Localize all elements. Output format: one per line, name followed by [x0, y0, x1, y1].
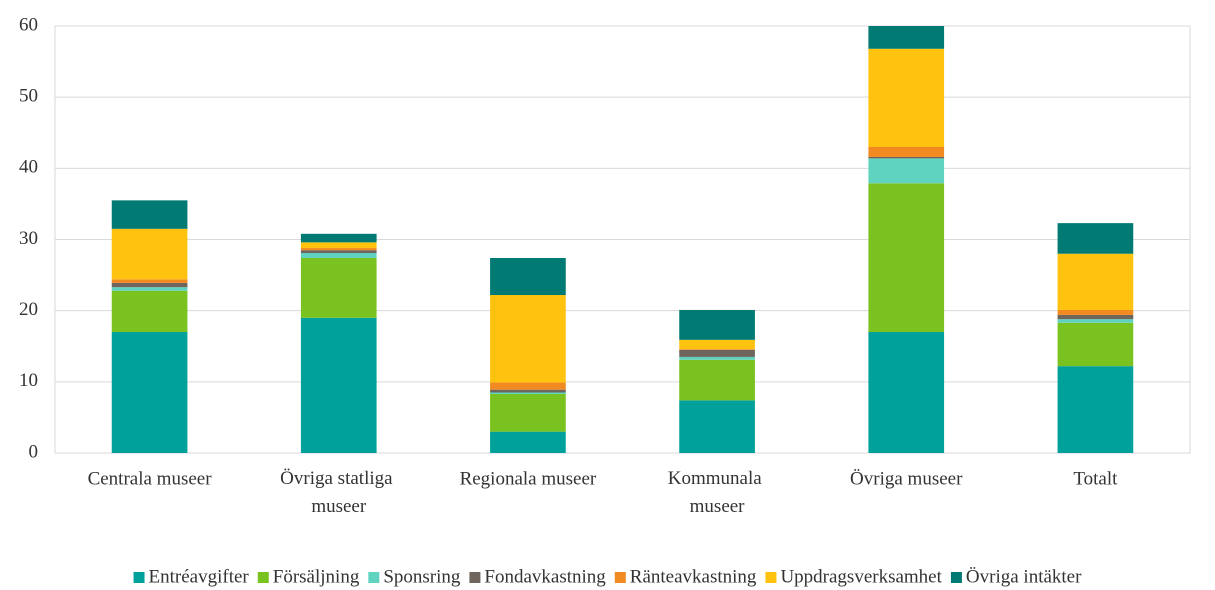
bar-segment [490, 389, 566, 393]
bar-segment [300, 317, 377, 453]
bar-segment [111, 290, 188, 333]
legend-label: Försäljning [273, 566, 360, 587]
bar-segment [111, 228, 188, 280]
bar-segment [300, 242, 377, 249]
bar-segment [1057, 322, 1134, 367]
bar-segment [111, 200, 188, 229]
bar-segment [868, 48, 945, 147]
bar-segment [300, 248, 377, 251]
bar-segment [868, 146, 945, 157]
bar-segment [1057, 366, 1134, 453]
bar-segment [868, 332, 945, 453]
legend-label: Övriga intäkter [966, 566, 1082, 587]
legend-swatch [257, 572, 269, 583]
y-tick-label: 30 [19, 228, 38, 249]
y-tick-label: 10 [19, 370, 38, 391]
x-tick-label: Övriga museer [850, 468, 963, 489]
bar-segment [679, 309, 755, 340]
bar-segment [679, 339, 755, 350]
bar-segment [490, 392, 566, 394]
y-tick-label: 60 [19, 14, 38, 35]
legend-swatch [133, 572, 145, 583]
bar-segment [111, 332, 188, 453]
bar-segment [300, 253, 377, 259]
y-tick-label: 40 [19, 157, 38, 178]
bar-segment [679, 349, 755, 357]
y-tick-label: 50 [19, 86, 38, 107]
bar-segment [679, 356, 755, 360]
legend-swatch [368, 572, 380, 583]
x-tick-label: Centrala museer [88, 468, 213, 489]
bar-segment [300, 233, 377, 243]
bar-segment [490, 258, 566, 296]
bar-segment [300, 250, 377, 254]
bar-segment [490, 393, 566, 432]
x-tick-label: Regionala museer [460, 468, 597, 489]
legend-swatch [614, 572, 626, 583]
bar-segment [868, 183, 945, 333]
x-tick-label: Övriga statliga museer [280, 468, 397, 517]
bar-segment [1057, 253, 1134, 310]
legend-label: Uppdragsverksamhet [780, 566, 942, 587]
bar-segment [679, 400, 755, 453]
x-tick-label: Kommunala museer [668, 468, 767, 517]
legend-label: Entréavgifter [149, 566, 250, 587]
bar-segment [111, 282, 188, 288]
bar-segment [1057, 319, 1134, 323]
bar-segment [1057, 309, 1134, 315]
y-tick-label: 0 [29, 441, 39, 462]
bar-segment [679, 359, 755, 401]
bar-segment [1057, 314, 1134, 320]
bar-segment [111, 279, 188, 283]
plot-frame [54, 25, 1191, 454]
bar-segment [111, 287, 188, 291]
x-tick-label: Totalt [1073, 468, 1118, 489]
bar-segment [868, 26, 945, 49]
bar-segment [679, 349, 755, 350]
legend-swatch [765, 572, 777, 583]
legend-swatch [469, 572, 481, 583]
legend-label: Ränteavkastning [630, 566, 757, 587]
y-tick-label: 20 [19, 299, 38, 320]
bar-segment [490, 295, 566, 383]
bar-segment [1057, 223, 1134, 254]
bar-segment [490, 431, 566, 453]
bar-segment [490, 382, 566, 390]
legend-label: Fondavkastning [484, 566, 606, 587]
bar-segment [300, 258, 377, 318]
bar-segment [868, 158, 945, 184]
legend-label: Sponsring [383, 566, 461, 587]
legend-swatch [950, 572, 962, 583]
bar-segment [868, 156, 945, 159]
